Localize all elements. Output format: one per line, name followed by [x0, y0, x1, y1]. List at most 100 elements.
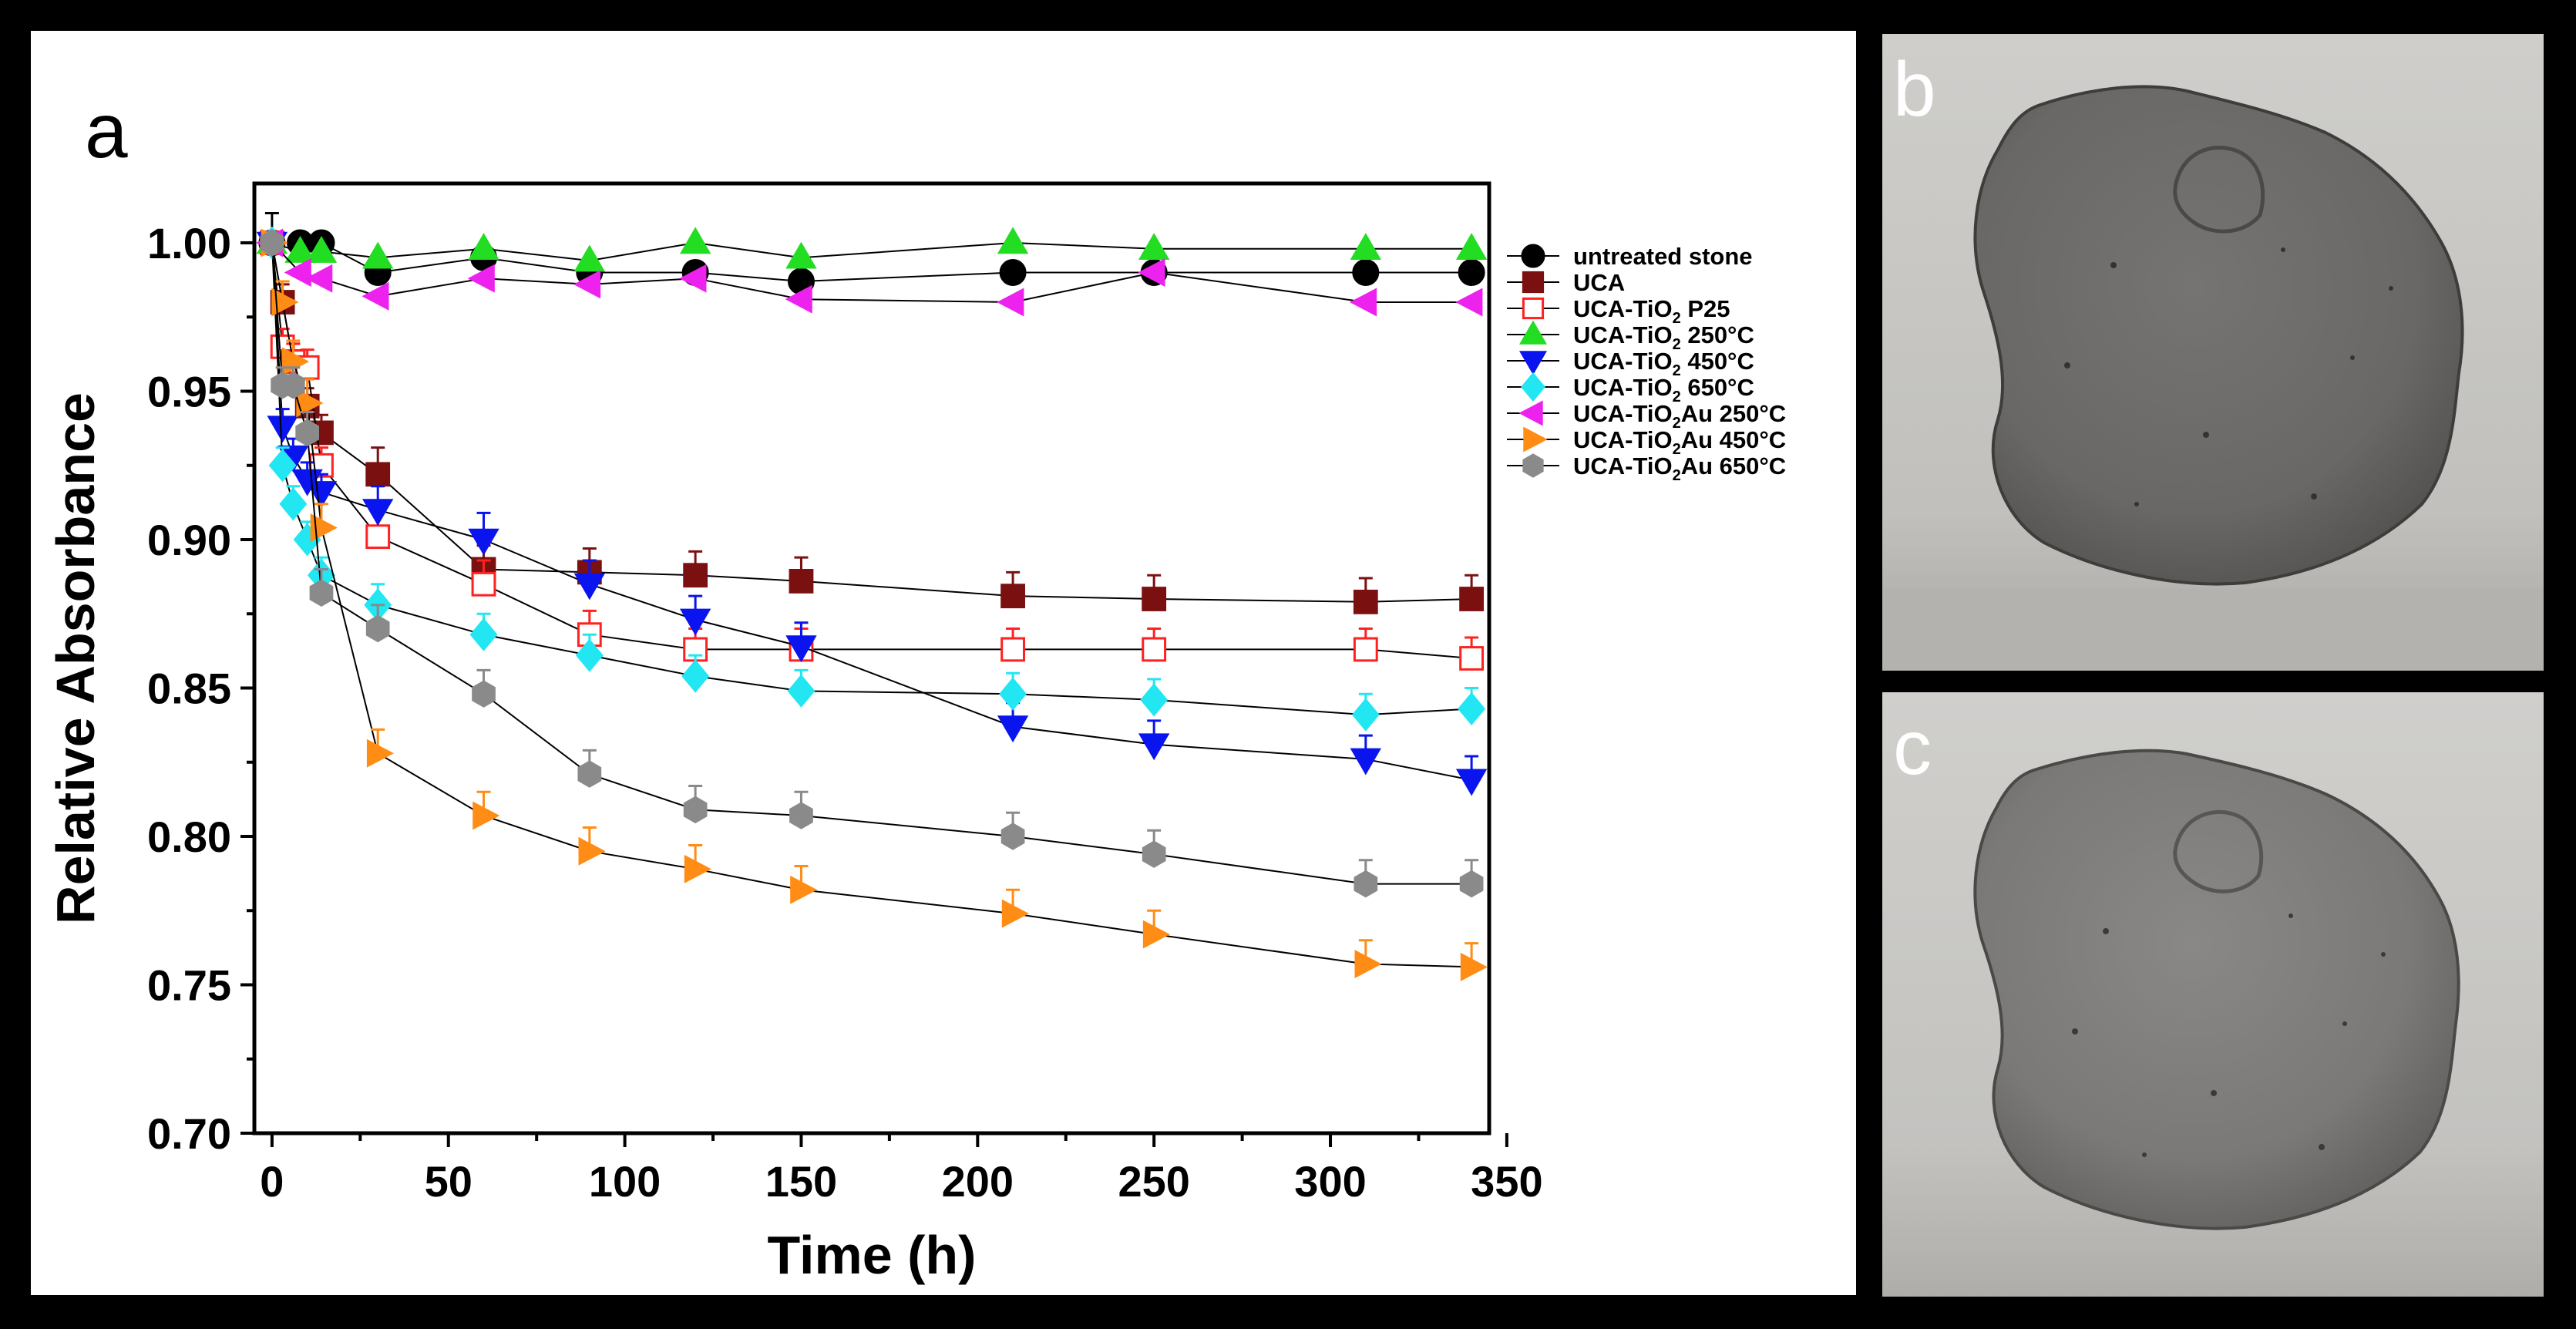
- series-2: [259, 230, 1485, 671]
- series-line: [271, 241, 1472, 262]
- data-point: [260, 229, 284, 257]
- data-point: [267, 416, 298, 443]
- data-point: [279, 487, 308, 521]
- legend-label: UCA: [1573, 269, 1625, 296]
- data-point: [787, 674, 816, 708]
- data-point: [785, 635, 817, 663]
- data-point: [1138, 233, 1170, 260]
- legend-label: UCA-TiO2 650°C: [1573, 374, 1754, 405]
- data-point: [1000, 823, 1025, 850]
- data-point: [1138, 258, 1165, 287]
- stain-region: [1973, 85, 2464, 586]
- series-1: [259, 230, 1485, 614]
- panel-c-stone-photo: c: [1882, 692, 2544, 1297]
- panel-a-chart: 0.70 0.75 0.80 0.85 0.90 0.95 1.00 0 50 100 150 200…: [31, 31, 1856, 1295]
- legend-label: UCA-TiO2Au 450°C: [1573, 426, 1786, 458]
- data-point: [467, 264, 495, 293]
- data-point: [679, 264, 707, 293]
- data-point: [365, 614, 390, 643]
- absorbance-chart: 0.70 0.75 0.80 0.85 0.90 0.95 1.00 0 50 100 150 200…: [45, 181, 1786, 1285]
- data-point: [681, 659, 710, 693]
- data-point: [1458, 691, 1486, 725]
- series-line: [271, 242, 1472, 781]
- data-point: [683, 796, 708, 824]
- data-point: [284, 235, 316, 263]
- legend-label: UCA-TiO2 250°C: [1573, 321, 1754, 353]
- series-7: [261, 228, 1488, 981]
- data-point: [362, 281, 389, 311]
- data-point: [684, 854, 711, 883]
- data-point: [1000, 637, 1025, 662]
- legend-marker: [1518, 400, 1543, 426]
- data-point: [362, 499, 394, 527]
- y-tick-label: 0.90: [147, 516, 231, 564]
- data-point: [999, 677, 1027, 711]
- data-point: [268, 449, 297, 483]
- data-point: [1140, 683, 1169, 717]
- series-line: [271, 242, 1472, 603]
- data-point: [468, 233, 499, 260]
- data-point: [683, 563, 708, 588]
- series-3: [256, 227, 1488, 272]
- y-tick-label: 0.85: [147, 664, 231, 713]
- data-point: [573, 270, 601, 299]
- series-line: [271, 242, 1472, 885]
- data-point: [1455, 769, 1488, 796]
- data-point: [789, 569, 814, 594]
- y-tick-label: 0.75: [147, 961, 231, 1010]
- data-point: [785, 284, 812, 314]
- data-point: [790, 875, 818, 904]
- x-tick-label: 300: [1294, 1157, 1366, 1206]
- legend-marker: [1522, 453, 1544, 478]
- data-point: [284, 258, 311, 287]
- data-point: [1459, 870, 1484, 898]
- x-tick-label: 50: [425, 1157, 472, 1206]
- data-point: [573, 244, 606, 272]
- x-tick-label: 350: [1471, 1157, 1542, 1206]
- stone-photo-b: [1882, 34, 2544, 671]
- data-point: [296, 389, 324, 418]
- legend-marker: [1521, 244, 1545, 268]
- plot-frame: [252, 181, 1491, 1136]
- y-tick-label: 1.00: [147, 219, 231, 267]
- legend-label: UCA-TiO2 P25: [1573, 295, 1730, 327]
- data-point: [1354, 870, 1378, 898]
- x-tick-label: 250: [1118, 1157, 1189, 1206]
- data-point: [1142, 920, 1170, 949]
- data-point: [1455, 288, 1483, 317]
- data-point: [471, 571, 496, 597]
- data-point: [1142, 637, 1167, 662]
- data-point: [997, 715, 1029, 743]
- data-point: [310, 513, 338, 543]
- data-point: [365, 524, 391, 550]
- x-tick-label: 200: [942, 1157, 1014, 1206]
- series-line: [271, 242, 1472, 968]
- data-point: [1459, 587, 1485, 611]
- stone-bottom-edge: [1882, 589, 2544, 671]
- data-point: [1349, 288, 1377, 317]
- data-point: [1460, 952, 1488, 981]
- series-5: [257, 226, 1486, 732]
- data-point: [575, 638, 604, 672]
- panel-label-a: a: [85, 88, 128, 174]
- data-point: [785, 241, 817, 269]
- data-point: [1459, 646, 1485, 671]
- series-line: [271, 242, 1472, 716]
- data-point: [573, 573, 606, 601]
- data-point: [1458, 259, 1485, 286]
- legend-label: untreated stone: [1573, 243, 1753, 270]
- legend-marker: [1522, 271, 1545, 294]
- legend-label: UCA-TiO2 450°C: [1573, 348, 1754, 379]
- x-tick-label: 150: [765, 1157, 837, 1206]
- x-tick-label: 0: [260, 1157, 284, 1206]
- data-point: [281, 372, 305, 399]
- data-point: [1353, 637, 1378, 662]
- data-point: [472, 680, 496, 708]
- data-point: [578, 836, 606, 866]
- data-point: [295, 419, 320, 447]
- data-point: [1354, 950, 1382, 979]
- legend-label: UCA-TiO2Au 650°C: [1573, 453, 1786, 484]
- data-point: [1350, 748, 1382, 776]
- data-point: [305, 264, 333, 293]
- data-point: [1455, 233, 1488, 260]
